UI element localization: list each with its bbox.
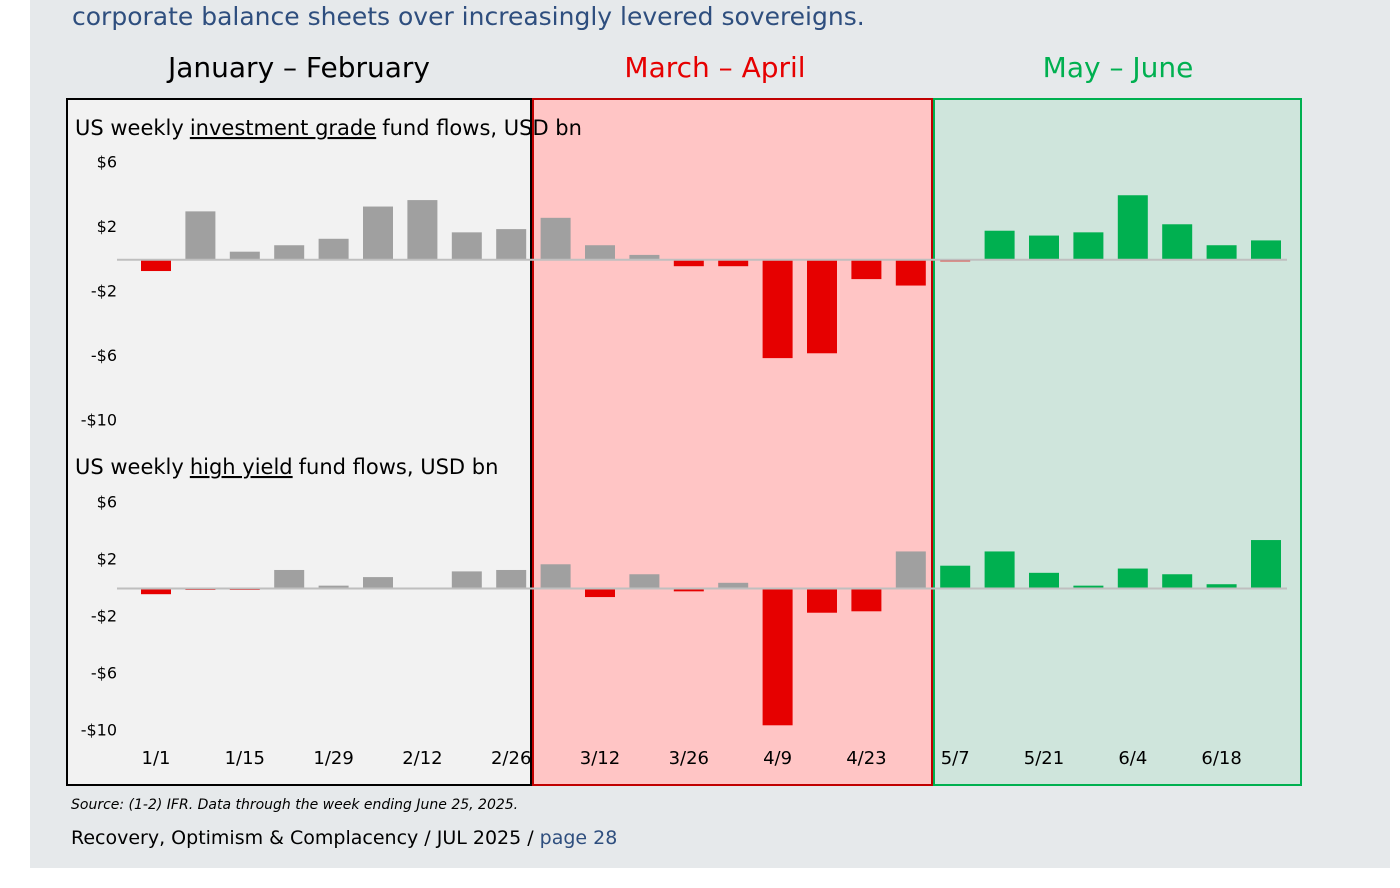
- bar: [851, 588, 882, 612]
- y-tick-label: -$6: [91, 346, 117, 365]
- x-tick-label: 3/26: [669, 748, 709, 769]
- bar: [984, 230, 1015, 260]
- bar: [940, 565, 971, 589]
- x-tick-label: 2/26: [491, 748, 531, 769]
- bar: [895, 551, 926, 589]
- bar: [318, 585, 349, 589]
- bar: [1251, 240, 1281, 260]
- bar: [496, 569, 527, 589]
- x-tick-label: 4/9: [763, 748, 792, 769]
- period-box: [933, 98, 1302, 786]
- bar: [451, 571, 482, 589]
- bar: [629, 254, 660, 260]
- x-tick-label: 1/1: [142, 748, 171, 769]
- title-part: fund flows, USD bn: [299, 455, 499, 479]
- bar: [1206, 584, 1237, 589]
- bar: [407, 200, 438, 260]
- source: Source: (1-2) IFR. Data through the week…: [71, 797, 518, 813]
- bar: [185, 211, 216, 260]
- bar: [1162, 224, 1193, 260]
- bar: [274, 569, 305, 589]
- bar: [451, 232, 482, 260]
- bar: [1117, 195, 1148, 260]
- footer-text: Recovery, Optimism & Complacency / JUL 2…: [71, 827, 534, 849]
- footer: Recovery, Optimism & Complacency / JUL 2…: [71, 827, 617, 849]
- bar: [540, 564, 571, 589]
- x-tick-label: 6/4: [1118, 748, 1147, 769]
- title-part: investment grade: [190, 116, 376, 140]
- bar: [1206, 245, 1237, 260]
- x-tick-label: 5/21: [1024, 748, 1064, 769]
- bar: [673, 588, 704, 592]
- y-tick-label: -$10: [81, 411, 117, 430]
- bar: [807, 588, 837, 613]
- y-tick-label: -$2: [91, 282, 117, 301]
- bar: [540, 217, 571, 260]
- period-box: [532, 98, 933, 786]
- y-tick-label: -$10: [81, 721, 117, 740]
- x-tick-label: 6/18: [1201, 748, 1241, 769]
- period-label: May – June: [1043, 51, 1194, 84]
- title-part: US weekly: [75, 455, 184, 479]
- bar: [629, 574, 660, 589]
- bar: [1073, 232, 1104, 260]
- period-box: [66, 98, 532, 786]
- bar: [1162, 574, 1193, 589]
- bar: [363, 206, 393, 260]
- bar: [762, 588, 793, 726]
- y-tick-label: $6: [97, 153, 117, 172]
- bar: [718, 582, 749, 589]
- bar: [1117, 568, 1148, 589]
- bar: [984, 551, 1015, 589]
- bar: [851, 259, 882, 280]
- bar: [673, 259, 704, 267]
- intro-text: corporate balance sheets over increasing…: [72, 2, 865, 31]
- bar: [274, 245, 305, 260]
- x-tick-label: 1/15: [225, 748, 265, 769]
- bar: [363, 577, 393, 589]
- bar: [1029, 572, 1059, 589]
- bar: [229, 251, 260, 260]
- bar: [585, 245, 615, 260]
- bar: [496, 229, 527, 260]
- bar: [141, 259, 171, 272]
- bar: [807, 259, 837, 354]
- period-label: January – February: [166, 51, 430, 84]
- bar: [141, 588, 171, 595]
- bar: [1029, 235, 1059, 260]
- x-tick-label: 2/12: [402, 748, 442, 769]
- x-tick-label: 3/12: [580, 748, 620, 769]
- title-part: US weekly: [75, 116, 184, 140]
- x-tick-label: 1/29: [313, 748, 353, 769]
- period-label: March – April: [624, 51, 805, 84]
- y-tick-label: $6: [97, 493, 117, 512]
- y-tick-label: -$6: [91, 664, 117, 683]
- y-tick-label: $2: [97, 550, 117, 569]
- x-tick-label: 5/7: [941, 748, 970, 769]
- bar: [895, 259, 926, 286]
- y-tick-label: -$2: [91, 607, 117, 626]
- x-tick-label: 4/23: [846, 748, 886, 769]
- panel-title: US weekly investment grade fund flows, USD…: [75, 116, 582, 140]
- bar: [1251, 540, 1281, 589]
- y-tick-label: $2: [97, 217, 117, 236]
- bar: [762, 259, 793, 359]
- bar: [318, 238, 349, 260]
- panel-title: US weekly high yield fund flows, USD bn: [75, 455, 498, 479]
- title-part: high yield: [190, 455, 293, 479]
- bar: [1073, 585, 1104, 589]
- bar: [585, 588, 615, 598]
- bar: [718, 259, 749, 267]
- title-part: fund flows, USD bn: [382, 116, 582, 140]
- page-number: page 28: [540, 827, 618, 849]
